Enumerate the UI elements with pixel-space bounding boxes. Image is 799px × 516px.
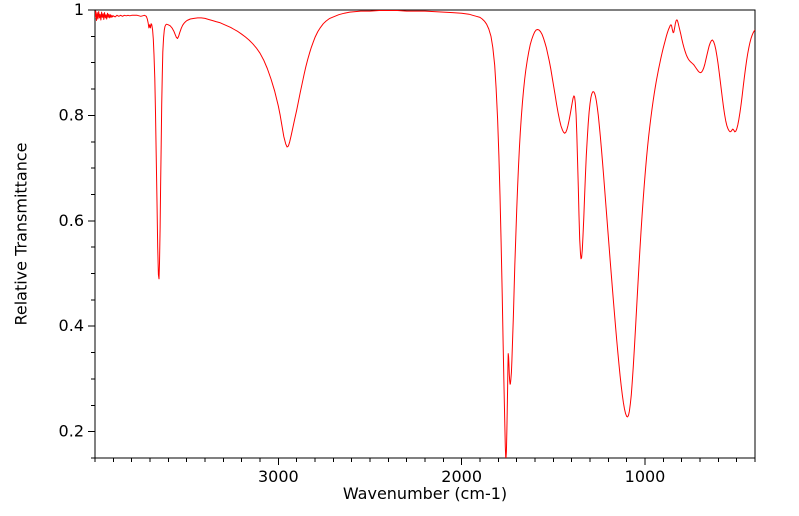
x-tick-label: 1000: [625, 467, 666, 486]
x-tick-label: 2000: [441, 467, 482, 486]
y-tick-label: 0.6: [59, 211, 84, 230]
x-tick-label: 3000: [258, 467, 299, 486]
plot-frame: [94, 9, 756, 459]
y-tick-label: 1: [74, 0, 84, 19]
y-tick-label: 0.2: [59, 422, 84, 441]
x-axis-title: Wavenumber (cm-1): [342, 484, 508, 503]
y-tick-label: 0.4: [59, 316, 84, 335]
y-tick-label: 0.8: [59, 105, 84, 124]
y-axis-title: Relative Transmittance: [11, 142, 31, 326]
spectrum-line: [95, 10, 755, 458]
